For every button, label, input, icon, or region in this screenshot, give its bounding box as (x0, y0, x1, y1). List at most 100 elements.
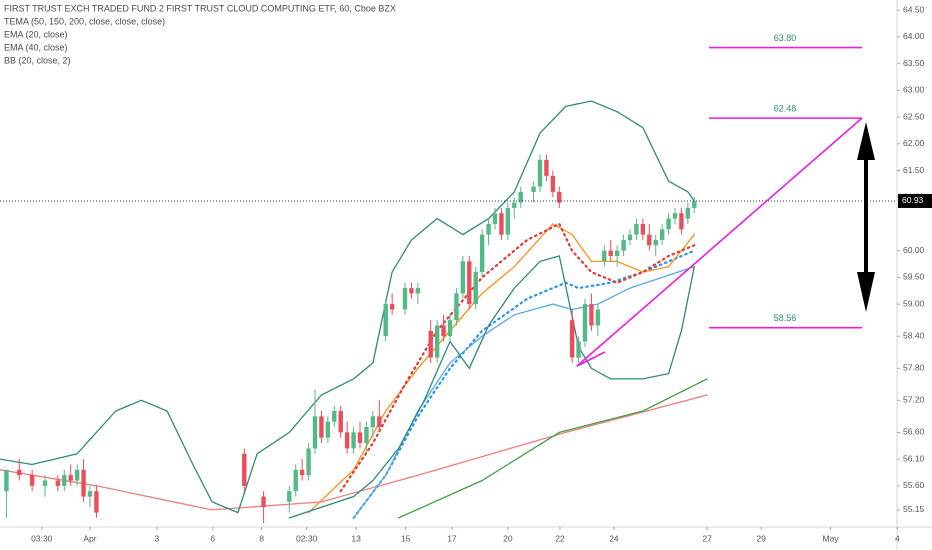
candle-body (479, 234, 485, 273)
candle-body (402, 288, 408, 310)
range-arrow-head (857, 122, 875, 160)
candle-body (473, 272, 478, 305)
trend-line (576, 351, 606, 367)
indicator-line (0, 394, 708, 511)
chart-title: FIRST TRUST EXCH TRADED FUND 2 FIRST TRU… (4, 3, 396, 13)
trend-line (576, 117, 863, 367)
candle-body (325, 421, 331, 438)
x-tick-label: 27 (702, 533, 712, 543)
candle-body (454, 293, 459, 321)
candle-body (62, 475, 67, 486)
x-tick-label: 03:30 (31, 533, 53, 543)
candle-body (415, 288, 421, 294)
indicator-line (339, 222, 696, 493)
y-tick-label: 59.00 (903, 298, 925, 308)
candle-body (582, 304, 588, 342)
y-tick-label: 64.00 (903, 31, 925, 41)
candle-body (261, 496, 266, 508)
candle-body (499, 213, 504, 235)
level-label: 63.80 (774, 33, 797, 43)
candle-body (550, 175, 556, 192)
candle-body (492, 213, 498, 224)
legend: FIRST TRUST EXCH TRADED FUND 2 FIRST TRU… (4, 3, 396, 65)
candle-body (512, 202, 517, 208)
candle-body (447, 320, 453, 337)
candle-body (332, 411, 337, 422)
x-tick-label: 20 (503, 533, 513, 543)
candle-body (94, 491, 99, 513)
y-tick-label: 56.10 (903, 453, 925, 463)
y-tick-label: 64.50 (903, 4, 925, 14)
candle-body (74, 469, 80, 481)
candle-body (672, 213, 678, 219)
candle-body (351, 432, 356, 449)
y-tick-label: 62.50 (903, 111, 925, 121)
candle-body (68, 475, 73, 481)
candle-body (608, 250, 613, 257)
y-tick-label: 55.60 (903, 480, 925, 490)
last-price-label: 60.93 (902, 195, 924, 205)
candle-body (344, 432, 350, 449)
y-tick-label: 56.60 (903, 427, 925, 437)
candle-body (409, 288, 414, 294)
legend-entry: BB (20, close, 2) (4, 55, 71, 65)
candle-body (653, 239, 658, 246)
candle-body (621, 239, 626, 251)
y-tick-label: 59.50 (903, 272, 925, 282)
candle-body (29, 475, 35, 486)
candle-body (640, 223, 646, 235)
x-tick-label: 6 (210, 533, 215, 543)
y-tick-label: 62.00 (903, 138, 925, 148)
x-tick-label: 24 (609, 533, 619, 543)
legend-entry: EMA (40, close) (4, 42, 68, 52)
x-tick-label: 8 (259, 533, 264, 543)
y-tick-label: 63.50 (903, 58, 925, 68)
candle-body (319, 416, 324, 438)
candle-body (299, 469, 305, 476)
y-tick-label: 58.40 (903, 330, 925, 340)
candle-body (666, 218, 671, 230)
candle-body (87, 491, 93, 497)
candle-body (518, 191, 523, 203)
candle-body (627, 234, 633, 240)
level-label: 58.56 (774, 313, 797, 323)
candle-body (647, 234, 652, 246)
y-tick-label: 61.50 (903, 165, 925, 175)
candle-body (312, 416, 318, 449)
y-tick-label: 57.80 (903, 363, 925, 373)
candle-body (685, 207, 691, 219)
candle-body (81, 469, 86, 497)
candle-body (557, 191, 562, 203)
legend-entry: TEMA (50, 150, 200, close, close, close) (4, 16, 165, 26)
x-tick-label: 13 (351, 533, 361, 543)
candle-body (370, 416, 376, 428)
candle-body (338, 411, 343, 433)
candle-body (389, 304, 395, 310)
candle-body (441, 325, 446, 337)
candle-body (679, 213, 684, 230)
level-label: 62.48 (774, 103, 797, 113)
candle-body (293, 469, 298, 492)
candle-body (242, 453, 247, 486)
plot: 64.5064.0063.5063.0062.5062.0061.5061.00… (0, 4, 932, 543)
last-price-tag (898, 193, 932, 208)
y-tick-label: 63.00 (903, 85, 925, 95)
candle-body (364, 427, 369, 444)
candle-body (486, 223, 491, 235)
candle-body (595, 309, 601, 326)
candle-body (537, 159, 543, 187)
candle-body (17, 469, 22, 476)
indicator-line (307, 223, 695, 514)
indicator-line (288, 255, 695, 519)
candle-body (460, 261, 466, 294)
x-tick-label: 22 (555, 533, 565, 543)
candle-body (659, 229, 665, 240)
candle-body (602, 250, 607, 262)
y-tick-label: 57.20 (903, 395, 925, 405)
candle-body (357, 432, 363, 444)
range-arrow-head (857, 272, 875, 312)
candle-body (634, 223, 639, 235)
x-tick-label: 15 (401, 533, 411, 543)
